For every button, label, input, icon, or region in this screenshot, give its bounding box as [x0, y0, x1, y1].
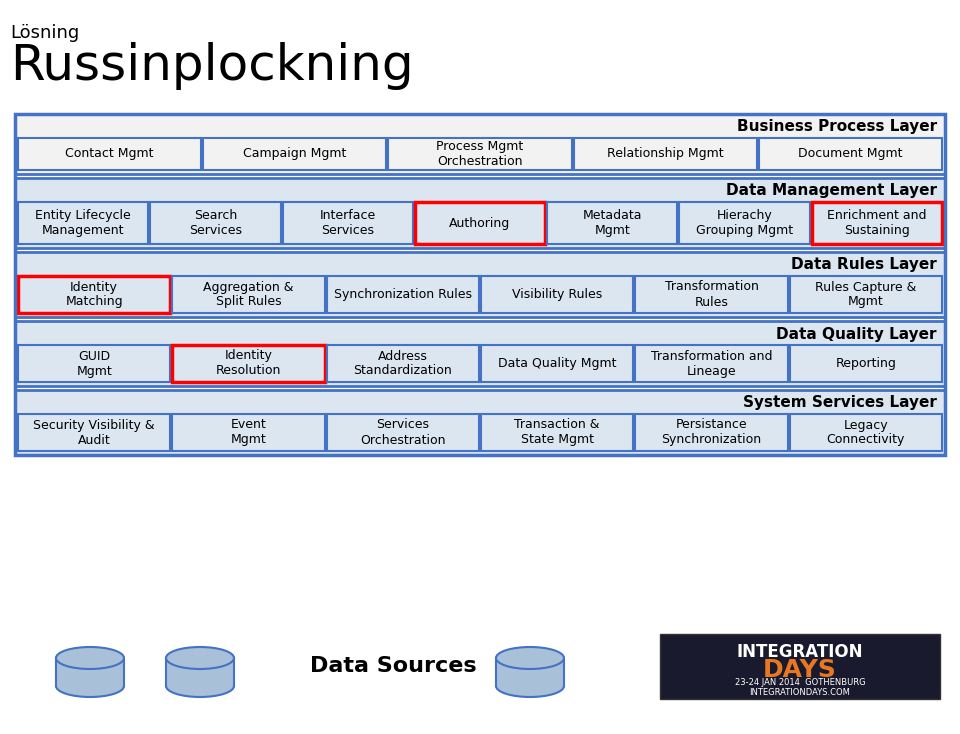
FancyBboxPatch shape	[204, 138, 386, 170]
Text: Data Management Layer: Data Management Layer	[726, 184, 937, 198]
FancyBboxPatch shape	[173, 414, 324, 451]
Ellipse shape	[496, 675, 564, 697]
FancyBboxPatch shape	[481, 414, 634, 451]
Text: Document Mgmt: Document Mgmt	[798, 148, 902, 161]
FancyBboxPatch shape	[173, 345, 324, 382]
Text: Address
Standardization: Address Standardization	[353, 349, 452, 377]
FancyBboxPatch shape	[636, 345, 787, 382]
Text: Identity
Resolution: Identity Resolution	[216, 349, 281, 377]
Text: 23-24 JAN 2014  GOTHENBURG
INTEGRATIONDAYS.COM: 23-24 JAN 2014 GOTHENBURG INTEGRATIONDAY…	[734, 677, 865, 697]
Text: Business Process Layer: Business Process Layer	[737, 120, 937, 134]
FancyBboxPatch shape	[173, 276, 324, 313]
FancyBboxPatch shape	[15, 252, 945, 317]
Text: Campaign Mgmt: Campaign Mgmt	[243, 148, 347, 161]
FancyBboxPatch shape	[790, 276, 942, 313]
Text: Authoring: Authoring	[449, 217, 511, 230]
Text: Transformation
Rules: Transformation Rules	[664, 280, 758, 308]
Text: Data Rules Layer: Data Rules Layer	[791, 258, 937, 272]
FancyBboxPatch shape	[573, 138, 756, 170]
FancyBboxPatch shape	[18, 276, 170, 313]
FancyBboxPatch shape	[151, 202, 280, 244]
Text: Lösning: Lösning	[10, 24, 80, 42]
FancyBboxPatch shape	[15, 390, 945, 455]
Text: Security Visibility &
Audit: Security Visibility & Audit	[34, 418, 155, 446]
Text: Russinplockning: Russinplockning	[10, 42, 414, 90]
Text: Reporting: Reporting	[835, 357, 897, 370]
Text: Persistance
Synchronization: Persistance Synchronization	[661, 418, 761, 446]
FancyBboxPatch shape	[15, 178, 945, 248]
Text: Entity Lifecycle
Management: Entity Lifecycle Management	[36, 209, 131, 237]
FancyBboxPatch shape	[415, 202, 545, 244]
Ellipse shape	[166, 647, 234, 669]
Bar	[496, 658, 564, 686]
Text: Rules Capture &
Mgmt: Rules Capture & Mgmt	[815, 280, 917, 308]
Text: Transformation and
Lineage: Transformation and Lineage	[651, 349, 772, 377]
Text: System Services Layer: System Services Layer	[743, 396, 937, 410]
Text: Data Sources: Data Sources	[310, 656, 476, 677]
FancyBboxPatch shape	[481, 345, 634, 382]
Text: Hierachy
Grouping Mgmt: Hierachy Grouping Mgmt	[696, 209, 793, 237]
Ellipse shape	[56, 647, 124, 669]
FancyBboxPatch shape	[326, 345, 479, 382]
FancyBboxPatch shape	[790, 414, 942, 451]
Text: Data Quality Mgmt: Data Quality Mgmt	[498, 357, 616, 370]
FancyBboxPatch shape	[812, 202, 942, 244]
Bar	[166, 658, 234, 686]
Text: Legacy
Connectivity: Legacy Connectivity	[827, 418, 905, 446]
Text: Transaction &
State Mgmt: Transaction & State Mgmt	[515, 418, 600, 446]
Text: Metadata
Mgmt: Metadata Mgmt	[583, 209, 642, 237]
Text: Identity
Matching: Identity Matching	[65, 280, 123, 308]
Text: Data Quality Layer: Data Quality Layer	[777, 327, 937, 341]
FancyBboxPatch shape	[389, 138, 571, 170]
FancyBboxPatch shape	[15, 114, 945, 174]
Text: Relationship Mgmt: Relationship Mgmt	[607, 148, 724, 161]
FancyBboxPatch shape	[326, 414, 479, 451]
Text: Synchronization Rules: Synchronization Rules	[334, 288, 471, 301]
Text: Contact Mgmt: Contact Mgmt	[65, 148, 154, 161]
FancyBboxPatch shape	[547, 202, 678, 244]
FancyBboxPatch shape	[282, 202, 413, 244]
FancyBboxPatch shape	[18, 414, 170, 451]
Text: Interface
Services: Interface Services	[320, 209, 375, 237]
FancyBboxPatch shape	[326, 276, 479, 313]
FancyBboxPatch shape	[790, 345, 942, 382]
FancyBboxPatch shape	[18, 345, 170, 382]
Text: INTEGRATION: INTEGRATION	[736, 643, 863, 661]
FancyBboxPatch shape	[758, 138, 942, 170]
Text: DAYS: DAYS	[763, 658, 837, 682]
Text: Services
Orchestration: Services Orchestration	[360, 418, 445, 446]
Ellipse shape	[496, 647, 564, 669]
FancyBboxPatch shape	[481, 276, 634, 313]
Text: GUID
Mgmt: GUID Mgmt	[76, 349, 112, 377]
Text: Enrichment and
Sustaining: Enrichment and Sustaining	[828, 209, 926, 237]
Text: Search
Services: Search Services	[189, 209, 242, 237]
Ellipse shape	[56, 675, 124, 697]
FancyBboxPatch shape	[18, 138, 202, 170]
FancyBboxPatch shape	[18, 202, 148, 244]
FancyBboxPatch shape	[636, 276, 787, 313]
Text: Visibility Rules: Visibility Rules	[512, 288, 602, 301]
FancyBboxPatch shape	[660, 634, 940, 699]
Text: Aggregation &
Split Rules: Aggregation & Split Rules	[204, 280, 294, 308]
Text: Process Mgmt
Orchestration: Process Mgmt Orchestration	[437, 140, 523, 168]
FancyBboxPatch shape	[15, 321, 945, 386]
FancyBboxPatch shape	[680, 202, 809, 244]
FancyBboxPatch shape	[636, 414, 787, 451]
Text: Event
Mgmt: Event Mgmt	[230, 418, 266, 446]
Bar	[56, 658, 124, 686]
Ellipse shape	[166, 675, 234, 697]
